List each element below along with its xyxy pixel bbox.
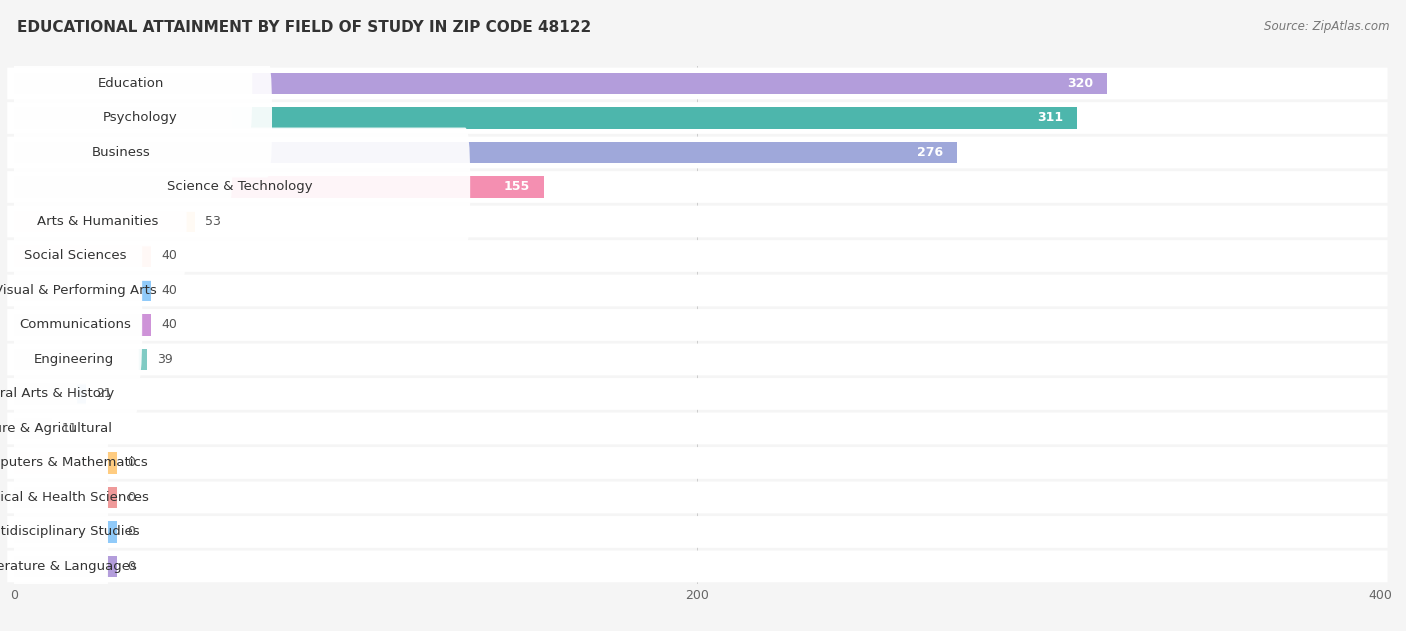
FancyBboxPatch shape xyxy=(7,551,1388,582)
FancyBboxPatch shape xyxy=(8,162,187,281)
Text: Engineering: Engineering xyxy=(34,353,114,366)
Text: Bio, Nature & Agricultural: Bio, Nature & Agricultural xyxy=(0,422,111,435)
Text: 40: 40 xyxy=(160,319,177,331)
FancyBboxPatch shape xyxy=(8,231,142,350)
FancyBboxPatch shape xyxy=(7,413,1388,444)
Text: Business: Business xyxy=(91,146,150,159)
Bar xyxy=(14,349,148,370)
FancyBboxPatch shape xyxy=(7,137,1388,168)
Text: Liberal Arts & History: Liberal Arts & History xyxy=(0,387,114,401)
Text: 0: 0 xyxy=(127,526,135,538)
FancyBboxPatch shape xyxy=(7,481,1388,513)
FancyBboxPatch shape xyxy=(7,309,1388,341)
FancyBboxPatch shape xyxy=(7,447,1388,479)
FancyBboxPatch shape xyxy=(7,171,1388,203)
FancyBboxPatch shape xyxy=(7,102,1388,134)
Bar xyxy=(14,73,1108,94)
Text: Physical & Health Sciences: Physical & Health Sciences xyxy=(0,491,149,504)
Bar xyxy=(14,176,544,198)
Bar xyxy=(14,383,86,404)
Text: Science & Technology: Science & Technology xyxy=(167,180,312,194)
Bar xyxy=(14,314,150,336)
Bar xyxy=(14,280,150,301)
Bar xyxy=(14,107,1077,129)
FancyBboxPatch shape xyxy=(7,516,1388,548)
FancyBboxPatch shape xyxy=(8,334,77,454)
FancyBboxPatch shape xyxy=(7,68,1388,99)
Text: Multidisciplinary Studies: Multidisciplinary Studies xyxy=(0,526,139,538)
Bar xyxy=(14,142,957,163)
Text: Source: ZipAtlas.com: Source: ZipAtlas.com xyxy=(1264,20,1389,33)
Text: Computers & Mathematics: Computers & Mathematics xyxy=(0,456,148,469)
Text: 155: 155 xyxy=(503,180,530,194)
FancyBboxPatch shape xyxy=(8,300,139,419)
FancyBboxPatch shape xyxy=(8,438,108,557)
Bar xyxy=(14,487,117,508)
Text: Social Sciences: Social Sciences xyxy=(24,249,127,262)
Text: Psychology: Psychology xyxy=(103,112,177,124)
Text: 53: 53 xyxy=(205,215,221,228)
FancyBboxPatch shape xyxy=(7,240,1388,272)
Bar xyxy=(14,452,117,474)
FancyBboxPatch shape xyxy=(7,378,1388,410)
Text: 311: 311 xyxy=(1036,112,1063,124)
FancyBboxPatch shape xyxy=(8,127,470,247)
FancyBboxPatch shape xyxy=(7,344,1388,375)
Bar xyxy=(14,245,150,267)
FancyBboxPatch shape xyxy=(8,507,108,626)
FancyBboxPatch shape xyxy=(8,24,252,143)
FancyBboxPatch shape xyxy=(7,274,1388,306)
Text: Communications: Communications xyxy=(20,319,132,331)
Text: Arts & Humanities: Arts & Humanities xyxy=(37,215,159,228)
FancyBboxPatch shape xyxy=(8,369,44,488)
Text: Visual & Performing Arts: Visual & Performing Arts xyxy=(0,284,157,297)
Text: 320: 320 xyxy=(1067,77,1094,90)
FancyBboxPatch shape xyxy=(8,196,142,316)
Text: 0: 0 xyxy=(127,456,135,469)
Text: 276: 276 xyxy=(917,146,943,159)
Bar xyxy=(14,521,117,543)
FancyBboxPatch shape xyxy=(8,93,232,212)
FancyBboxPatch shape xyxy=(8,266,142,384)
Text: 40: 40 xyxy=(160,284,177,297)
Text: 0: 0 xyxy=(127,491,135,504)
FancyBboxPatch shape xyxy=(8,473,108,591)
FancyBboxPatch shape xyxy=(7,206,1388,237)
Bar xyxy=(14,211,195,232)
Text: Education: Education xyxy=(97,77,163,90)
Text: 39: 39 xyxy=(157,353,173,366)
Bar xyxy=(14,556,117,577)
Text: 0: 0 xyxy=(127,560,135,573)
Text: 40: 40 xyxy=(160,249,177,262)
Text: EDUCATIONAL ATTAINMENT BY FIELD OF STUDY IN ZIP CODE 48122: EDUCATIONAL ATTAINMENT BY FIELD OF STUDY… xyxy=(17,20,591,35)
Bar xyxy=(14,418,52,439)
FancyBboxPatch shape xyxy=(8,403,108,522)
Text: 11: 11 xyxy=(62,422,77,435)
FancyBboxPatch shape xyxy=(8,59,271,177)
Text: Literature & Languages: Literature & Languages xyxy=(0,560,136,573)
Text: 21: 21 xyxy=(96,387,112,401)
